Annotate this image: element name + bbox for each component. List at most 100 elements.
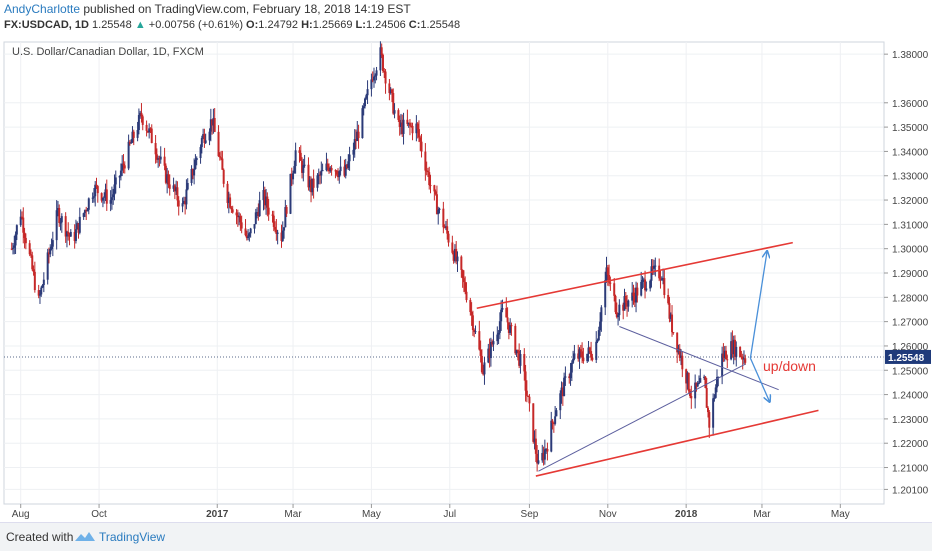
candle-up xyxy=(121,163,124,171)
candle-down xyxy=(392,93,395,114)
change-value: +0.00756 (+0.61%) xyxy=(148,19,243,31)
candle-up xyxy=(541,452,544,461)
candle-up xyxy=(605,267,608,281)
candle-down xyxy=(371,79,374,81)
candle-up xyxy=(42,279,45,286)
candle-down xyxy=(523,354,526,372)
candle-down xyxy=(150,128,153,144)
candle-up xyxy=(604,280,607,308)
candle-up xyxy=(238,216,241,218)
candle-up xyxy=(204,140,207,143)
candle-up xyxy=(14,234,17,246)
candle-down xyxy=(614,295,617,313)
candle-up xyxy=(353,139,356,150)
candle-up xyxy=(379,47,382,71)
candle-down xyxy=(681,355,684,370)
candle-up xyxy=(597,330,600,341)
candle-up xyxy=(76,223,79,230)
author-link[interactable]: AndyCharlotte xyxy=(4,2,81,16)
candle-down xyxy=(434,191,437,195)
candle-up xyxy=(92,196,95,198)
candle-up xyxy=(209,119,212,132)
close-value: 1.25548 xyxy=(420,19,461,31)
candle-up xyxy=(509,325,512,333)
candle-down xyxy=(663,278,666,296)
candle-down xyxy=(588,347,591,352)
y-tick-label: 1.32000 xyxy=(892,196,929,207)
low-value: 1.24506 xyxy=(365,19,406,31)
candle-up xyxy=(361,108,364,139)
candle-down xyxy=(731,341,734,355)
candle-down xyxy=(429,185,432,187)
candle-down xyxy=(510,325,513,327)
candle-down xyxy=(222,169,225,184)
candle-up xyxy=(732,339,735,355)
y-tick-label: 1.30000 xyxy=(892,245,929,256)
candle-up xyxy=(101,197,104,201)
candle-down xyxy=(579,349,582,352)
candle-up xyxy=(618,304,621,316)
open-value: 1.24792 xyxy=(258,19,299,31)
close-label: C: xyxy=(408,19,421,31)
high-label: H: xyxy=(301,19,313,31)
candle-down xyxy=(176,187,179,201)
candle-up xyxy=(492,341,495,345)
y-tick-label: 1.21000 xyxy=(892,464,929,475)
candle-up xyxy=(444,226,447,228)
candle-up xyxy=(501,308,504,310)
y-tick-label: 1.22000 xyxy=(892,439,929,450)
candle-up xyxy=(545,448,548,450)
x-tick-label: Sep xyxy=(521,509,539,520)
candle-up xyxy=(325,163,328,171)
candle-up xyxy=(316,175,319,188)
candle-up xyxy=(139,112,142,116)
candle-up xyxy=(573,353,576,359)
candle-up xyxy=(699,378,702,383)
chart-title: U.S. Dollar/Canadian Dollar, 1D, FXCM xyxy=(12,46,204,58)
time-axis[interactable]: Aug Oct 2017 Mar May Jul Sep Nov 2018 Mar May xyxy=(4,503,884,520)
candle-down xyxy=(22,217,25,233)
candle-down xyxy=(424,151,427,171)
candle-down xyxy=(695,382,698,387)
y-tick-label: 1.33000 xyxy=(892,172,929,183)
candle-up xyxy=(723,350,726,358)
candle-down xyxy=(384,71,387,84)
candle-up xyxy=(19,216,22,226)
candle-up xyxy=(730,341,733,360)
candle-down xyxy=(552,422,555,424)
drawings[interactable] xyxy=(476,241,819,477)
candle-down xyxy=(140,112,143,117)
candle-up xyxy=(631,292,634,301)
y-tick-label: 1.25000 xyxy=(892,366,929,377)
candle-up xyxy=(202,134,205,139)
candle-down xyxy=(577,353,580,359)
price-chart[interactable]: 1.38000 1.36000 1.35000 1.34000 1.33000 1.320… xyxy=(0,36,932,522)
candle-up xyxy=(686,372,689,384)
x-tick-label: May xyxy=(362,509,381,520)
candle-down xyxy=(590,351,593,358)
candle-down xyxy=(690,395,693,399)
candle-down xyxy=(275,229,278,234)
candle-up xyxy=(119,170,122,177)
candle-up xyxy=(195,158,198,161)
channel-lower-line xyxy=(535,409,819,477)
candle-up xyxy=(157,158,160,160)
candle-up xyxy=(65,231,68,237)
candle-up xyxy=(438,208,441,210)
tradingview-link[interactable]: TradingView xyxy=(99,530,166,544)
candle-down xyxy=(226,183,229,203)
candle-down xyxy=(733,339,736,357)
candle-down xyxy=(245,235,248,239)
price-axis[interactable]: 1.38000 1.36000 1.35000 1.34000 1.33000 1.320… xyxy=(883,42,931,504)
candle-up xyxy=(703,376,706,379)
candle-down xyxy=(465,291,468,301)
candle-down xyxy=(667,295,670,304)
candle-down xyxy=(319,174,322,176)
candle-up xyxy=(15,225,18,235)
candle-up xyxy=(127,141,130,169)
candle-up xyxy=(456,256,459,262)
candle-down xyxy=(328,167,331,172)
candle-up xyxy=(212,118,215,126)
candle-down xyxy=(307,164,310,188)
candle-up xyxy=(698,382,701,384)
